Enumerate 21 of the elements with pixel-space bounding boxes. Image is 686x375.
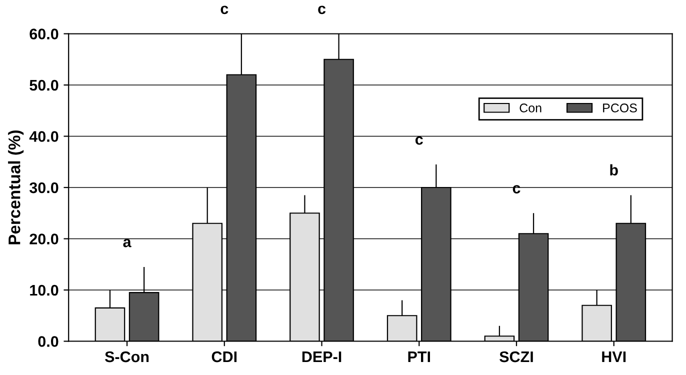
x-tick-label: CDI [212,351,237,362]
x-tick-label: S-Con [104,351,149,362]
legend-label: PCOS [603,104,637,112]
x-tick-label: PTI [408,352,430,362]
y-axis-title: Percentual (%) [8,130,24,244]
annotation: a [123,238,132,248]
legend-label: Con [520,104,542,112]
y-tick-label: 40.0 [29,131,58,142]
y-tick-label: 0.0 [38,336,58,347]
y-tick-label: 10.0 [30,284,58,296]
x-tick-label: SCZI [500,351,533,362]
x-tick-label: DEP-I [302,352,342,362]
x-tick-label: HVI [602,352,626,362]
text: c [220,6,228,14]
y-tick-label: 60.0 [30,28,58,40]
y-tick-label: 20.0 [30,234,58,244]
y-tick-label: 50.0 [30,80,58,91]
y-tick-label: 30.0 [29,182,58,194]
annotation: b [610,164,618,176]
text: c [318,6,326,14]
annotation: c [415,136,423,145]
